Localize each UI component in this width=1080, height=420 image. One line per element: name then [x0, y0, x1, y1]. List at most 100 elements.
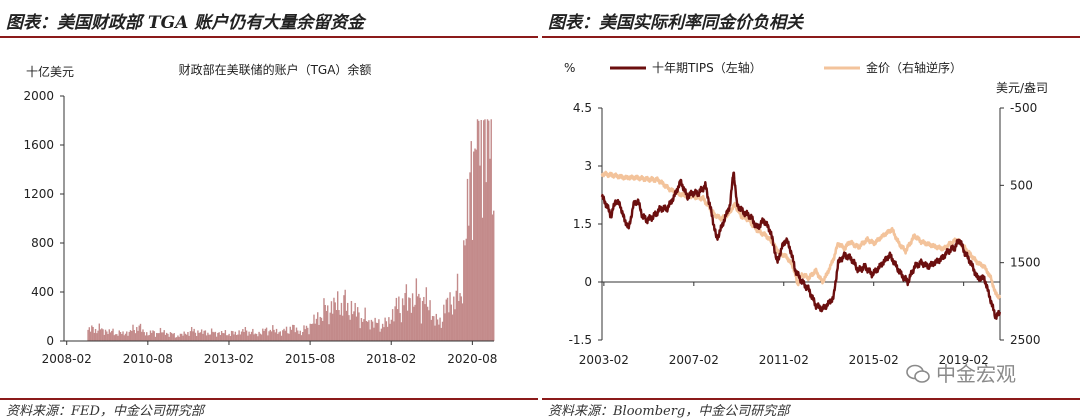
left-bar [131, 331, 133, 341]
left-y-tick-label: 0 [46, 334, 54, 348]
left-bar [358, 312, 360, 341]
left-bar [408, 297, 410, 341]
left-bar [169, 332, 172, 341]
left-bar [275, 328, 278, 341]
left-bar [289, 326, 291, 341]
left-bar [124, 333, 127, 341]
left-bar [323, 298, 325, 341]
left-bar [320, 317, 323, 341]
left-bar [225, 335, 228, 341]
left-bar [99, 329, 102, 341]
left-x-tick-label: 2013-02 [204, 352, 254, 366]
left-bar [475, 149, 477, 341]
left-bar [307, 327, 309, 341]
left-bar [288, 333, 290, 341]
left-bar [253, 334, 255, 341]
right-left-tick-label: -1.5 [569, 333, 592, 347]
left-bar [292, 324, 294, 341]
left-bar [337, 291, 339, 341]
right-x-tick-label: 2011-02 [759, 353, 809, 367]
left-bar [368, 320, 370, 341]
left-bar [295, 327, 298, 341]
left-bar [486, 119, 489, 341]
left-bar [141, 331, 143, 341]
left-bar [441, 321, 444, 341]
left-bar [223, 333, 225, 341]
left-bar [478, 120, 480, 341]
right-x-tick-label: 2019-02 [939, 353, 989, 367]
left-axes-group: 0 400 800 1200 1600 2000 2008-02 2010-08 2013-02… [23, 89, 497, 366]
right-x-tick-label: 2015-02 [849, 353, 899, 367]
right-header-rule [542, 36, 1080, 38]
left-bar [356, 307, 359, 341]
left-bar [415, 278, 418, 341]
left-bar [410, 312, 413, 341]
left-bar [380, 328, 383, 341]
left-bar [167, 333, 169, 341]
left-bar [147, 335, 149, 341]
left-bar [471, 239, 474, 341]
left-bar [215, 336, 218, 341]
left-bar [235, 335, 238, 341]
left-chart-panel: 图表：美国财政部 TGA 账户仍有大量余留资金 财政部在美联储的账户（TGA）余… [0, 0, 538, 420]
left-bar [428, 310, 430, 341]
left-bar [318, 324, 320, 341]
right-right-tick-label: 2500 [1010, 333, 1041, 347]
left-footer-rule [0, 398, 538, 400]
left-bar [203, 330, 205, 341]
left-bar [184, 333, 187, 341]
left-bar [91, 325, 93, 341]
left-bar [144, 335, 147, 341]
left-bar [178, 336, 180, 341]
left-bar [278, 332, 280, 341]
left-header-rule [0, 36, 538, 38]
left-bar [405, 284, 408, 341]
left-bar [229, 336, 232, 341]
left-bar [364, 307, 366, 341]
left-bar [284, 330, 286, 341]
left-bar [476, 119, 479, 341]
left-bar [270, 331, 273, 341]
left-bar [294, 332, 296, 341]
left-bar [300, 335, 303, 341]
left-bar [163, 330, 165, 341]
left-bar [228, 333, 230, 341]
left-bar [349, 319, 351, 341]
left-x-tick-label: 2008-02 [42, 352, 92, 366]
left-bar [154, 336, 157, 341]
left-bar [351, 314, 354, 341]
left-bar [448, 312, 450, 341]
left-bar [232, 331, 234, 341]
right-left-tick-label: 0 [584, 275, 592, 289]
left-bar [146, 332, 148, 341]
right-right-tick-label: 1500 [1010, 256, 1041, 270]
left-bar [350, 300, 353, 341]
left-bar [156, 332, 158, 341]
left-bar [483, 120, 485, 342]
left-bar [111, 330, 113, 341]
left-x-tick-label: 2020-08 [447, 352, 497, 366]
left-bar [403, 305, 405, 341]
left-bar [390, 319, 393, 341]
left-bar [197, 330, 199, 341]
left-bar [393, 321, 395, 341]
left-bar [244, 326, 247, 341]
left-bar [213, 332, 215, 341]
left-bar [260, 334, 263, 341]
left-bar [398, 296, 400, 341]
left-bar [224, 330, 227, 341]
panel-divider [539, 0, 541, 420]
left-bar [376, 323, 379, 341]
left-bar [259, 333, 262, 341]
left-bar [354, 302, 356, 341]
left-bar [353, 311, 355, 341]
left-bar [360, 318, 363, 341]
left-bar [102, 329, 104, 341]
left-bar [152, 330, 154, 341]
left-bar [88, 327, 91, 341]
left-bar [340, 302, 343, 341]
left-bar [183, 331, 185, 341]
left-bar [488, 120, 490, 341]
left-chart-header: 图表：美国财政部 TGA 账户仍有大量余留资金 [0, 0, 538, 36]
left-bar [129, 330, 132, 341]
